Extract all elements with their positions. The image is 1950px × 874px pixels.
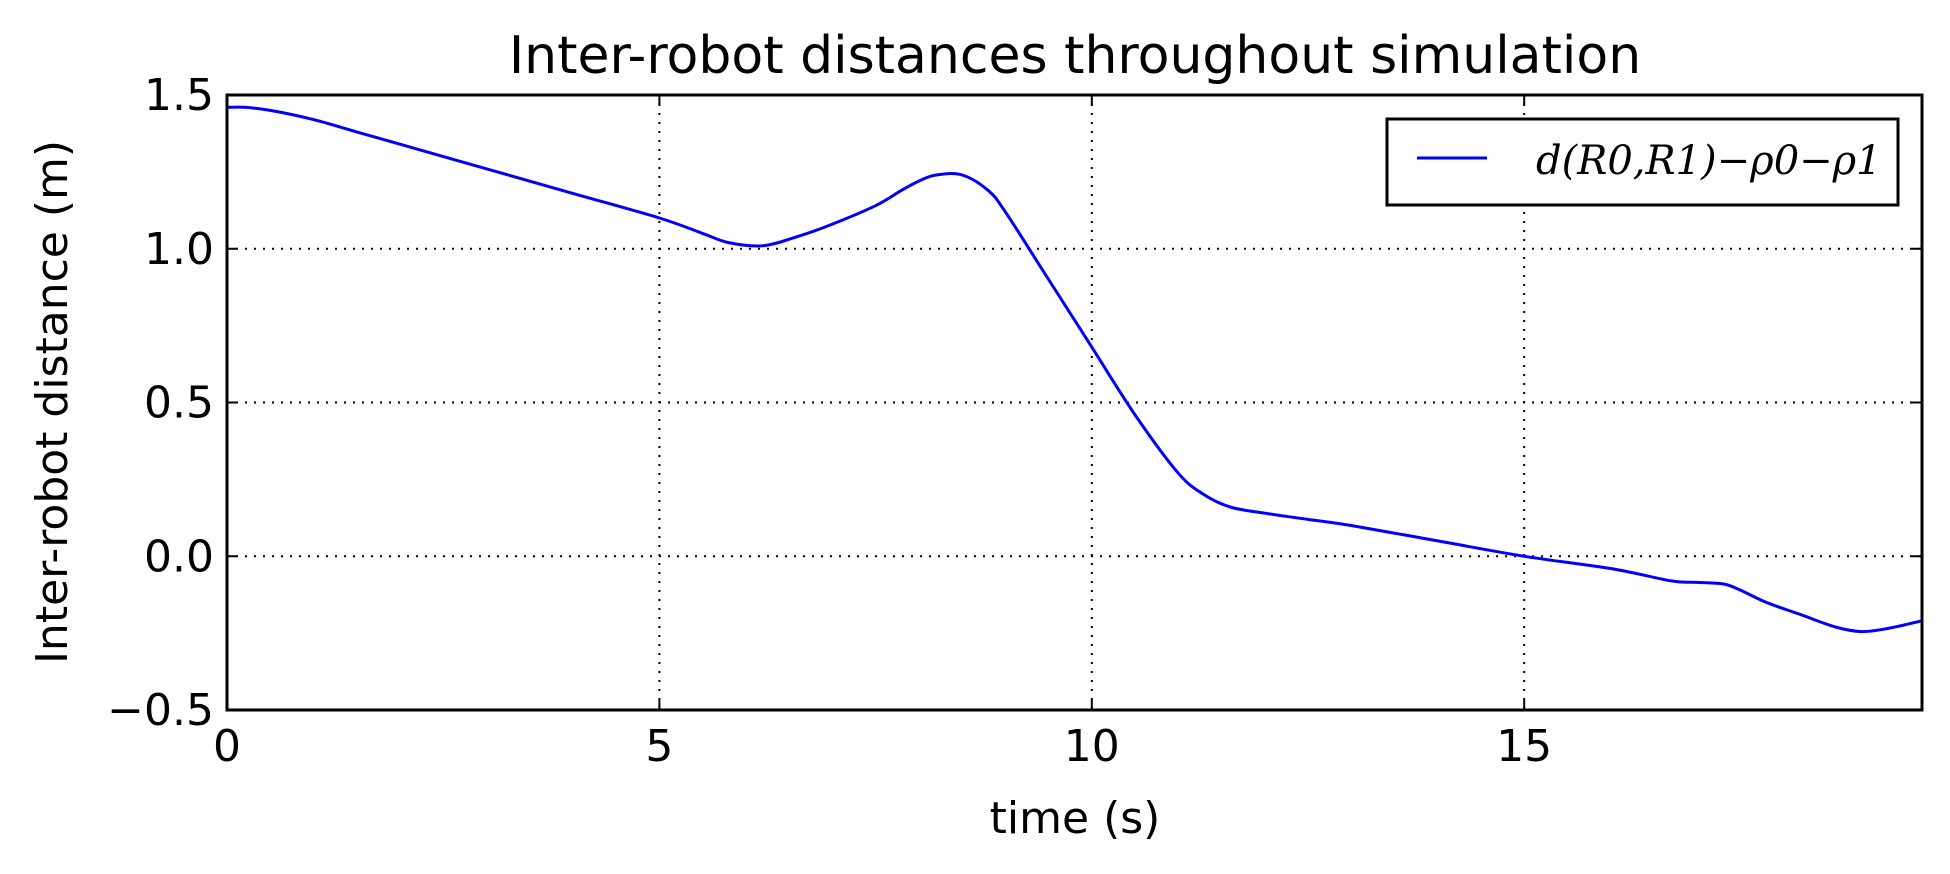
x-tick-label: 0 [213, 721, 241, 772]
y-tick-label: 0.0 [144, 531, 214, 582]
x-tick-label: 10 [1064, 721, 1120, 772]
x-tick-label: 5 [645, 721, 673, 772]
series-line-0 [226, 105, 1923, 634]
legend-series-label: d(R0,R1)−ρ0−ρ1 [1536, 138, 1882, 184]
y-tick-label: −0.5 [107, 685, 214, 736]
series-layer [226, 105, 1923, 634]
x-axis-label: time (s) [990, 793, 1161, 844]
y-tick-label: 1.0 [144, 224, 214, 275]
grid-lines [227, 95, 1922, 710]
axis-ticks: 0 5 10 15 −0.5 0.0 0.5 1.0 1.5 [107, 70, 1922, 772]
y-tick-label: 0.5 [144, 378, 214, 429]
legend: d(R0,R1)−ρ0−ρ1 [1385, 117, 1900, 207]
y-tick-label: 1.5 [144, 70, 214, 121]
chart-title: Inter-robot distances throughout simulat… [509, 26, 1641, 86]
x-tick-label: 15 [1496, 721, 1552, 772]
y-axis-label: Inter-robot distance (m) [27, 140, 78, 664]
legend-box [1385, 117, 1900, 207]
